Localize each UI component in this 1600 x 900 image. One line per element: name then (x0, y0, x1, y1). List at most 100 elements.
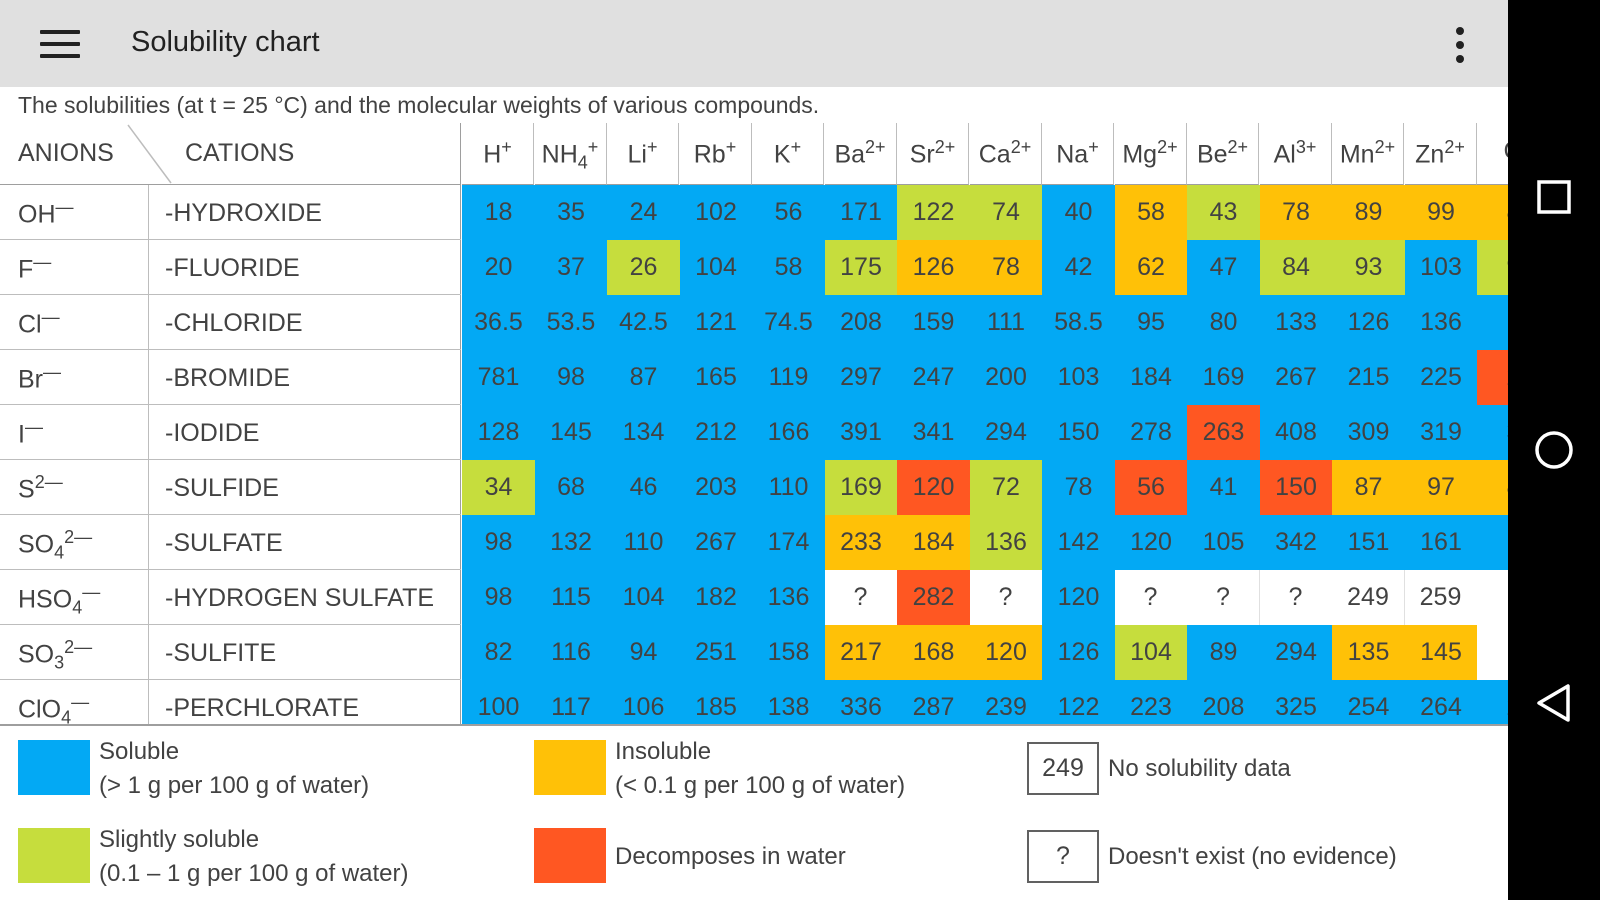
table-cell[interactable]: 208 (824, 295, 898, 350)
table-cell[interactable]: 95 (1114, 295, 1188, 350)
hamburger-menu-icon[interactable] (36, 26, 84, 62)
table-cell[interactable]: 8 (1477, 185, 1508, 240)
anion-row[interactable]: HSO4— -HYDROGEN SULFATE (0, 570, 461, 625)
cation-header[interactable]: Ca2+ (969, 123, 1042, 185)
table-cell[interactable]: 166 (752, 405, 825, 460)
table-cell[interactable]: 94 (607, 625, 680, 680)
table-cell[interactable]: 119 (752, 350, 825, 405)
table-cell[interactable]: 249 (1332, 570, 1405, 625)
table-cell[interactable]: 89 (1187, 625, 1260, 680)
table-cell[interactable]: 8 (1477, 460, 1508, 515)
table-cell[interactable]: 158 (752, 625, 825, 680)
table-cell[interactable]: 98 (462, 515, 535, 570)
table-cell[interactable]: 103 (1042, 350, 1115, 405)
table-cell[interactable]: 105 (1187, 515, 1260, 570)
table-cell[interactable]: 781 (462, 350, 535, 405)
table-cell[interactable]: 37 (534, 240, 608, 295)
table-cell[interactable]: 212 (679, 405, 753, 460)
table-cell[interactable]: 24 (607, 185, 680, 240)
cation-header[interactable]: Na+ (1042, 123, 1114, 185)
table-cell[interactable]: 136 (969, 515, 1043, 570)
table-cell[interactable]: 110 (607, 515, 680, 570)
table-cell[interactable]: 116 (534, 625, 608, 680)
table-cell[interactable]: 34 (462, 460, 535, 515)
table-cell[interactable]: 136 (1404, 295, 1478, 350)
cation-header[interactable]: K+ (752, 123, 824, 185)
table-cell[interactable]: 74.5 (752, 295, 825, 350)
table-cell[interactable]: 36.5 (462, 295, 535, 350)
table-cell[interactable]: 342 (1259, 515, 1333, 570)
table-cell[interactable]: 225 (1404, 350, 1478, 405)
anion-row[interactable]: F— -FLUORIDE (0, 240, 461, 295)
table-cell[interactable]: 87 (1332, 460, 1405, 515)
table-cell[interactable]: 325 (1259, 680, 1333, 726)
table-cell[interactable]: 104 (607, 570, 680, 625)
table-cell[interactable]: 264 (1404, 680, 1478, 726)
table-cell[interactable]: 74 (969, 185, 1043, 240)
table-cell[interactable]: 217 (824, 625, 898, 680)
table-cell[interactable]: 239 (969, 680, 1043, 726)
table-cell[interactable]: 184 (897, 515, 970, 570)
table-cell[interactable]: 87 (607, 350, 680, 405)
table-cell[interactable]: 78 (1042, 460, 1115, 515)
table-cell[interactable]: 120 (1114, 515, 1188, 570)
cation-header[interactable]: Rb+ (679, 123, 752, 185)
table-cell[interactable]: 97 (1404, 460, 1478, 515)
table-cell[interactable]: 2 (1477, 350, 1508, 405)
table-cell[interactable]: 104 (1114, 625, 1188, 680)
cation-header[interactable]: H+ (462, 123, 534, 185)
anion-row[interactable]: S2— -SULFIDE (0, 460, 461, 515)
table-cell[interactable]: 78 (969, 240, 1043, 295)
table-cell[interactable]: 58 (752, 240, 825, 295)
table-cell[interactable]: 1 (1477, 295, 1508, 350)
table-cell[interactable]: 138 (752, 680, 825, 726)
cation-header[interactable]: Mg2+ (1114, 123, 1187, 185)
more-vertical-icon[interactable] (1448, 24, 1472, 66)
table-cell[interactable]: 35 (534, 185, 608, 240)
table-cell[interactable]: 341 (897, 405, 970, 460)
cation-header[interactable]: Al3+ (1259, 123, 1332, 185)
table-cell[interactable]: 294 (1259, 625, 1333, 680)
table-cell[interactable]: 89 (1332, 185, 1405, 240)
table-cell[interactable]: 267 (679, 515, 753, 570)
table-cell[interactable]: 43 (1187, 185, 1260, 240)
anion-row[interactable]: ClO4— -PERCHLORATE (0, 680, 461, 726)
table-cell[interactable]: 182 (679, 570, 753, 625)
table-cell[interactable]: 126 (1042, 625, 1115, 680)
table-cell[interactable]: 165 (679, 350, 753, 405)
table-cell[interactable]: 151 (1332, 515, 1405, 570)
anion-row[interactable]: OH— -HYDROXIDE (0, 185, 461, 240)
table-cell[interactable]: 117 (534, 680, 608, 726)
table-cell[interactable]: 175 (824, 240, 898, 295)
table-cell[interactable]: 136 (752, 570, 825, 625)
table-cell[interactable] (1477, 570, 1508, 625)
table-cell[interactable]: 184 (1114, 350, 1188, 405)
table-cell[interactable]: 203 (679, 460, 753, 515)
table-cell[interactable]: 110 (752, 460, 825, 515)
table-cell[interactable]: 62 (1114, 240, 1188, 295)
back-triangle-icon[interactable] (1508, 658, 1600, 748)
table-cell[interactable]: 1 (1477, 515, 1508, 570)
table-cell[interactable]: 3 (1477, 405, 1508, 460)
table-cell[interactable]: 111 (969, 295, 1043, 350)
table-cell[interactable]: 145 (1404, 625, 1478, 680)
table-cell[interactable]: 150 (1259, 460, 1333, 515)
table-cell[interactable]: 168 (897, 625, 970, 680)
table-cell[interactable]: 200 (969, 350, 1043, 405)
table-cell[interactable]: ? (1114, 570, 1188, 625)
table-cell[interactable]: 56 (1114, 460, 1188, 515)
table-cell[interactable]: 132 (534, 515, 608, 570)
table-cell[interactable]: 42.5 (607, 295, 680, 350)
table-cell[interactable]: 20 (462, 240, 535, 295)
table-cell[interactable]: 104 (679, 240, 753, 295)
table-cell[interactable]: 208 (1187, 680, 1260, 726)
table-cell[interactable]: 185 (679, 680, 753, 726)
table-cell[interactable]: 100 (462, 680, 535, 726)
table-cell[interactable]: 215 (1332, 350, 1405, 405)
table-cell[interactable]: 2 (1477, 680, 1508, 726)
cation-header[interactable]: Mn2+ (1332, 123, 1404, 185)
table-cell[interactable]: 259 (1404, 570, 1478, 625)
table-cell[interactable]: ? (1259, 570, 1333, 625)
table-cell[interactable]: 106 (607, 680, 680, 726)
table-cell[interactable]: 103 (1404, 240, 1478, 295)
